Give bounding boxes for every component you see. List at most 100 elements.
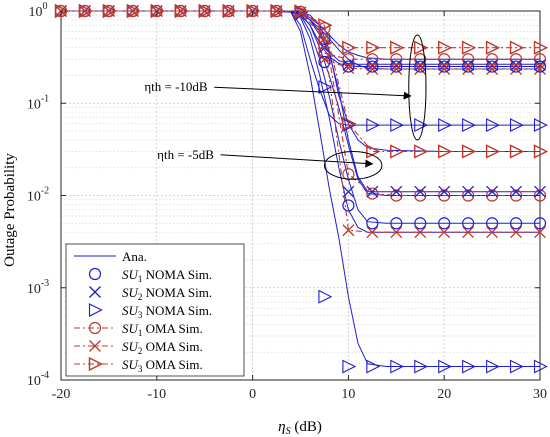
data-point [198,3,213,19]
data-point [462,189,475,202]
x-tick-label: -10 [147,387,166,402]
legend-marker [88,303,103,317]
data-point [414,359,429,374]
data-point [342,359,357,374]
data-point [318,32,331,45]
annotation-ellipse [408,34,427,141]
data-point [390,63,403,75]
data-point [461,40,477,55]
y-tick-label: 10-1 [27,93,49,112]
x-tick-label: 30 [533,387,547,402]
data-point [485,144,501,159]
data-point [438,53,451,66]
data-point [533,118,548,133]
data-point [198,5,211,17]
data-point [485,40,501,55]
data-point [54,3,70,19]
data-point [342,185,355,198]
data-point [414,144,429,159]
data-point [534,63,546,75]
legend-label: SU1 OMA Sim. [122,321,203,338]
data-point [509,144,525,159]
data-point [222,3,237,19]
data-point [486,217,499,230]
data-point [438,118,453,133]
data-point [270,5,283,17]
data-point [533,60,547,73]
data-point [438,359,453,374]
data-point [342,116,357,131]
data-point [509,40,525,55]
markers [54,3,549,374]
data-point [438,144,453,159]
data-point [486,118,500,133]
data-point [366,226,379,239]
data-point [486,60,499,73]
data-point [533,144,549,159]
data-point [486,185,499,198]
data-point [414,40,429,55]
data-point [366,53,379,66]
annotations: ηth = -10dB ηth = -5dB [144,34,427,180]
data-point [462,226,475,239]
data-point [486,359,500,374]
data-point [510,63,523,75]
annotation-ellipse [323,150,383,180]
data-point [533,217,547,230]
y-axis-label: Outage Probability [2,153,18,267]
data-point [366,63,379,75]
data-point [78,3,94,19]
oma-curve [324,42,540,49]
data-point [318,80,333,94]
data-point [318,289,333,304]
x-tick-label: -20 [52,387,71,402]
data-point [533,359,548,374]
data-point [533,53,547,66]
data-point [509,189,523,202]
ticks: -20 -10 0 10 20 30 10-4 10-3 10-2 10-1 100 [27,1,547,402]
data-point [414,185,427,198]
analytic-curve [61,10,540,196]
y-tick-label: 100 [29,1,48,20]
data-point [533,189,547,202]
data-point [462,118,476,133]
data-point [414,226,427,239]
data-point [510,359,524,374]
data-point [438,217,451,230]
data-point [126,5,139,17]
data-point [318,35,333,51]
legend-marker [88,267,102,281]
data-point [174,3,189,19]
data-point [462,60,475,73]
annotation-label: ηth = -10dB [144,79,208,94]
legend-marker [88,321,102,335]
data-point [462,53,475,66]
data-point [462,63,475,75]
data-point [390,118,405,133]
legend-marker [88,356,104,372]
legend-marker [89,286,101,298]
data-point [342,199,355,212]
y-tick-label: 10-2 [27,186,49,205]
legend-marker [89,340,101,352]
data-point [414,189,427,202]
data-point [366,187,379,200]
data-point [438,189,451,202]
data-point [342,60,355,73]
data-point [366,217,379,230]
data-point [414,63,427,75]
data-point [342,40,357,55]
data-point [390,189,403,202]
data-point [342,53,355,66]
y-tick-label: 10-3 [27,278,49,297]
data-point [461,144,477,159]
data-point [486,226,499,239]
annotation-arrow [220,154,374,168]
x-tick-label: 0 [249,387,256,402]
data-point [390,60,403,73]
analytic-curve [61,10,540,367]
data-point [318,55,331,69]
data-point [318,53,331,66]
legend-label: SU2 OMA Sim. [122,339,203,356]
data-point [390,185,403,198]
